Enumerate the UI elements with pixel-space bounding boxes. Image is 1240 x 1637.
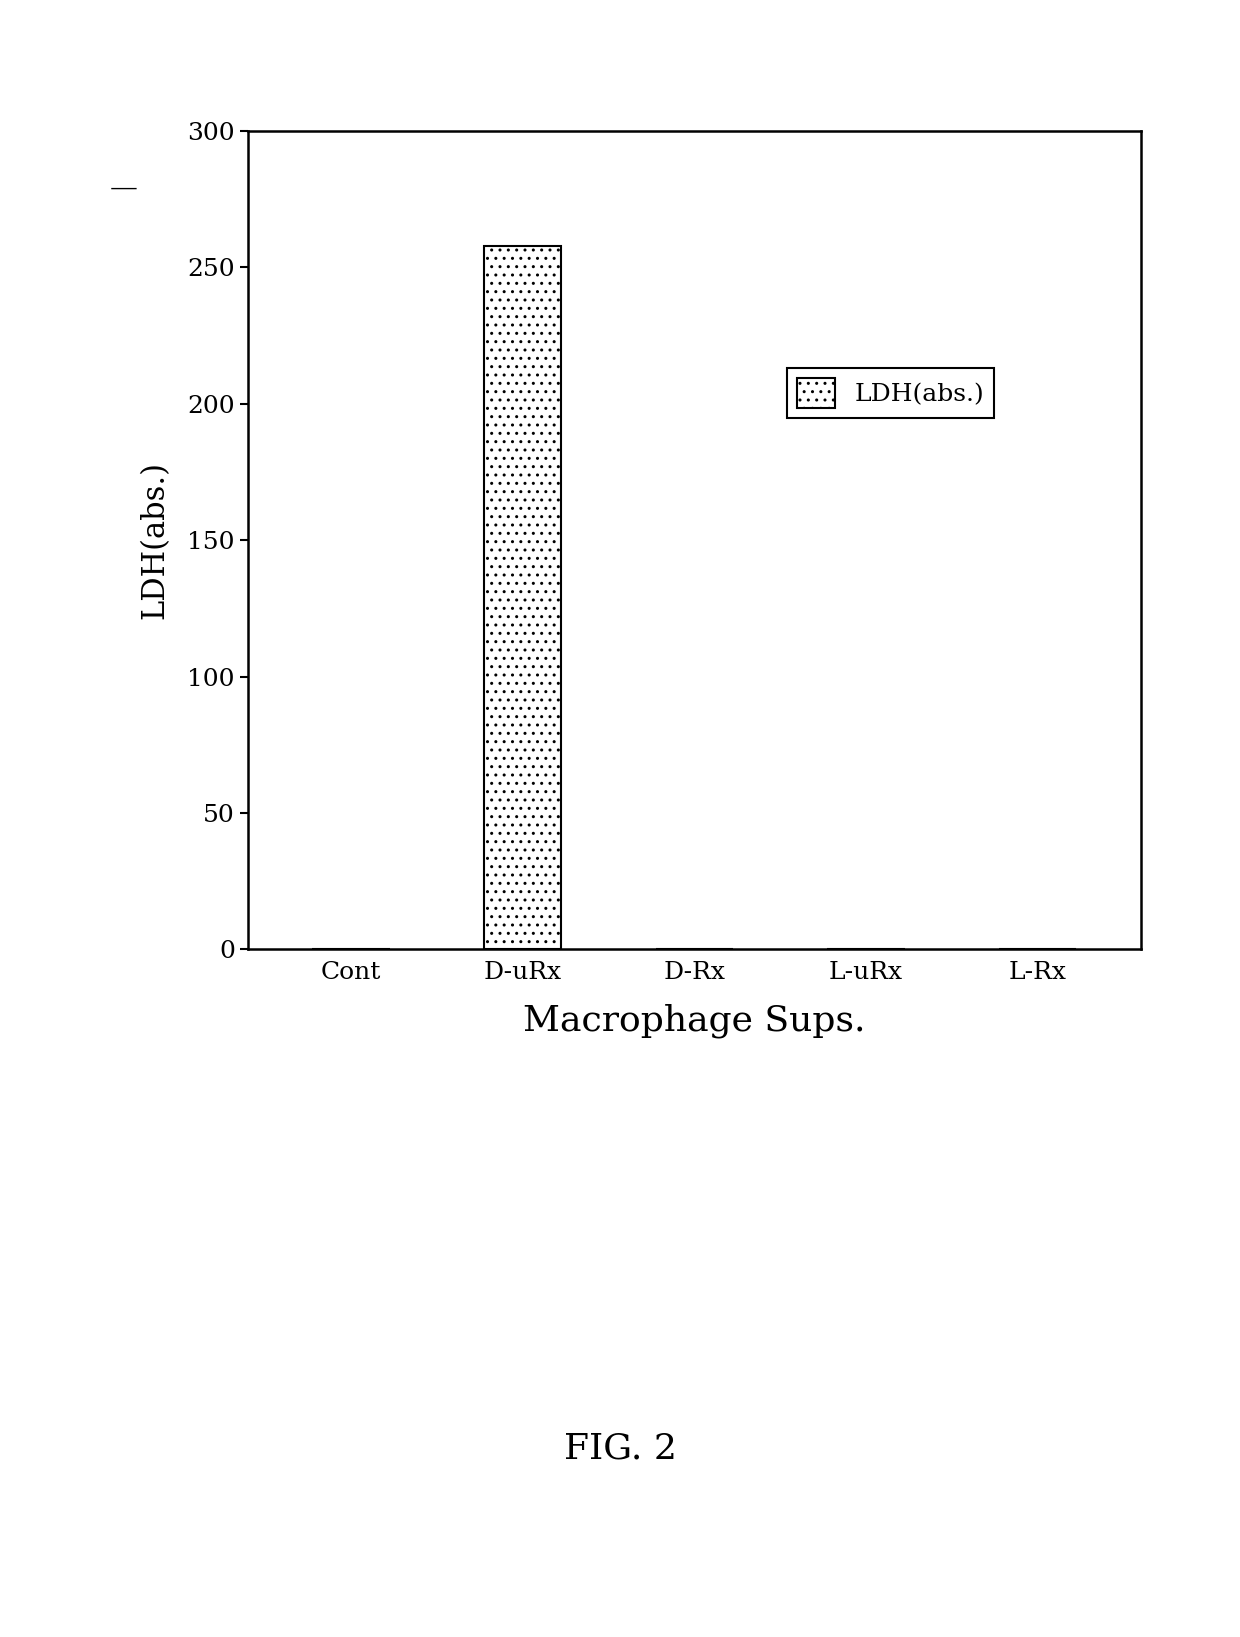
- X-axis label: Macrophage Sups.: Macrophage Sups.: [523, 1003, 866, 1038]
- Legend: LDH(abs.): LDH(abs.): [787, 368, 994, 417]
- Y-axis label: LDH(abs.): LDH(abs.): [140, 462, 171, 619]
- Text: FIG. 2: FIG. 2: [563, 1432, 677, 1465]
- Text: —: —: [110, 175, 138, 201]
- Bar: [484, 246, 562, 949]
